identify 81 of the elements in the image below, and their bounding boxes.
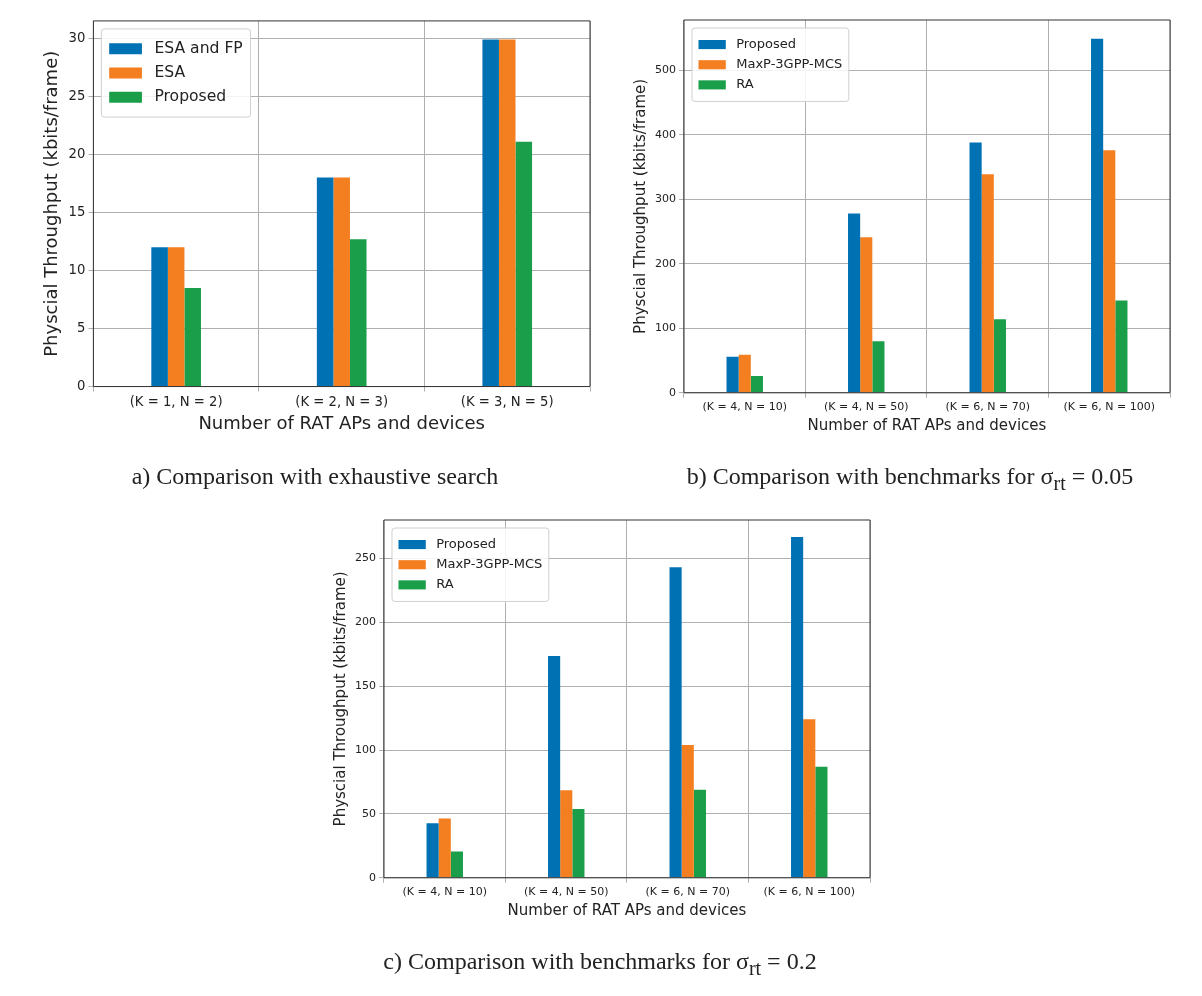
bar [515,141,533,387]
bar [560,790,573,878]
y-tick-label: 200 [355,615,376,629]
x-tick-label: (K = 4, N = 10) [702,400,787,414]
bar [815,766,828,878]
text: c) Comparison with benchmarks for σ$_{rt}$ = 0.2 [382,948,818,980]
bar [450,851,463,878]
y-tick-label: 150 [355,678,376,692]
y-tick-label: 0 [669,385,676,399]
bar [167,247,185,387]
bar [438,818,451,878]
bar [572,809,585,878]
x-tick-label: (K = 4, N = 10) [402,885,487,899]
x-tick-label: (K = 6, N = 100) [1063,400,1155,414]
y-tick-label: 100 [655,321,676,335]
x-tick-label: (K = 4, N = 50) [824,400,909,414]
y-axis-title: Physcial Throughput (kbits/frame) [330,571,349,827]
bar [738,354,751,393]
y-tick-label: 300 [655,192,676,206]
x-axis-title: Number of RAT APs and devices [507,900,747,919]
x-tick-label: (K = 6, N = 100) [763,885,855,899]
bar [184,287,201,387]
bar [1115,300,1128,393]
text: b) Comparison with benchmarks for σ$_{rt}$ = 0.05 [685,463,1135,495]
legend-label: MaxP-3GPP-MCS [736,56,843,72]
bar [349,239,367,387]
bar [482,39,499,387]
x-tick-label: (K = 6, N = 70) [645,885,730,899]
bar [803,719,816,878]
legend-label: RA [736,76,754,92]
x-tick-label: (K = 1, N = 2) [129,393,223,409]
bar [681,744,694,878]
x-tick-label: (K = 6, N = 70) [945,400,1030,414]
bar [860,237,873,393]
text: a) Comparison with exhaustive search [130,463,500,490]
y-tick-label: 50 [362,806,376,820]
y-tick-label: 10 [68,261,86,277]
y-tick-label: 200 [655,256,676,270]
bar [151,247,168,387]
legend-label: Proposed [736,35,797,51]
bar [750,376,763,393]
x-tick-label: (K = 3, N = 5) [460,393,554,409]
y-axis-title: Physcial Throughput (kbits/frame) [630,78,649,334]
x-tick-label: (K = 4, N = 50) [524,885,609,899]
x-axis-title: Number of RAT APs and devices [807,415,1047,434]
bar [726,356,739,393]
bar [669,567,682,878]
bar [791,537,804,878]
y-tick-label: 15 [68,203,86,219]
bar [872,341,885,393]
x-tick-label: (K = 2, N = 3) [295,393,389,409]
bar [1091,38,1104,393]
bar [693,789,706,878]
bar [426,823,439,878]
bar [969,142,982,393]
bar [316,177,334,387]
y-tick-label: 0 [76,377,86,393]
bar [1103,150,1116,393]
legend-label: MaxP-3GPP-MCS [436,556,543,572]
legend-label: Proposed [436,535,497,551]
legend-label: ESA [154,63,186,82]
bar [981,174,994,393]
y-tick-label: 20 [68,145,86,161]
y-tick-label: 400 [655,127,676,141]
y-tick-label: 25 [68,87,86,103]
y-tick-label: 5 [76,319,86,335]
bar [498,39,516,387]
bar [333,177,350,387]
bar [993,319,1006,393]
y-tick-label: 30 [68,29,86,45]
y-tick-label: 0 [369,870,376,884]
y-tick-label: 100 [355,742,376,756]
y-tick-label: 500 [655,63,676,77]
legend-label: Proposed [154,87,227,106]
bar [548,655,561,878]
legend-label: ESA and FP [154,38,243,57]
y-tick-label: 250 [355,551,376,565]
legend-label: RA [436,576,454,592]
y-axis-title: Physcial Throughput (kbits/frame) [40,50,62,357]
bar [848,213,861,393]
x-axis-title: Number of RAT APs and devices [198,411,485,433]
